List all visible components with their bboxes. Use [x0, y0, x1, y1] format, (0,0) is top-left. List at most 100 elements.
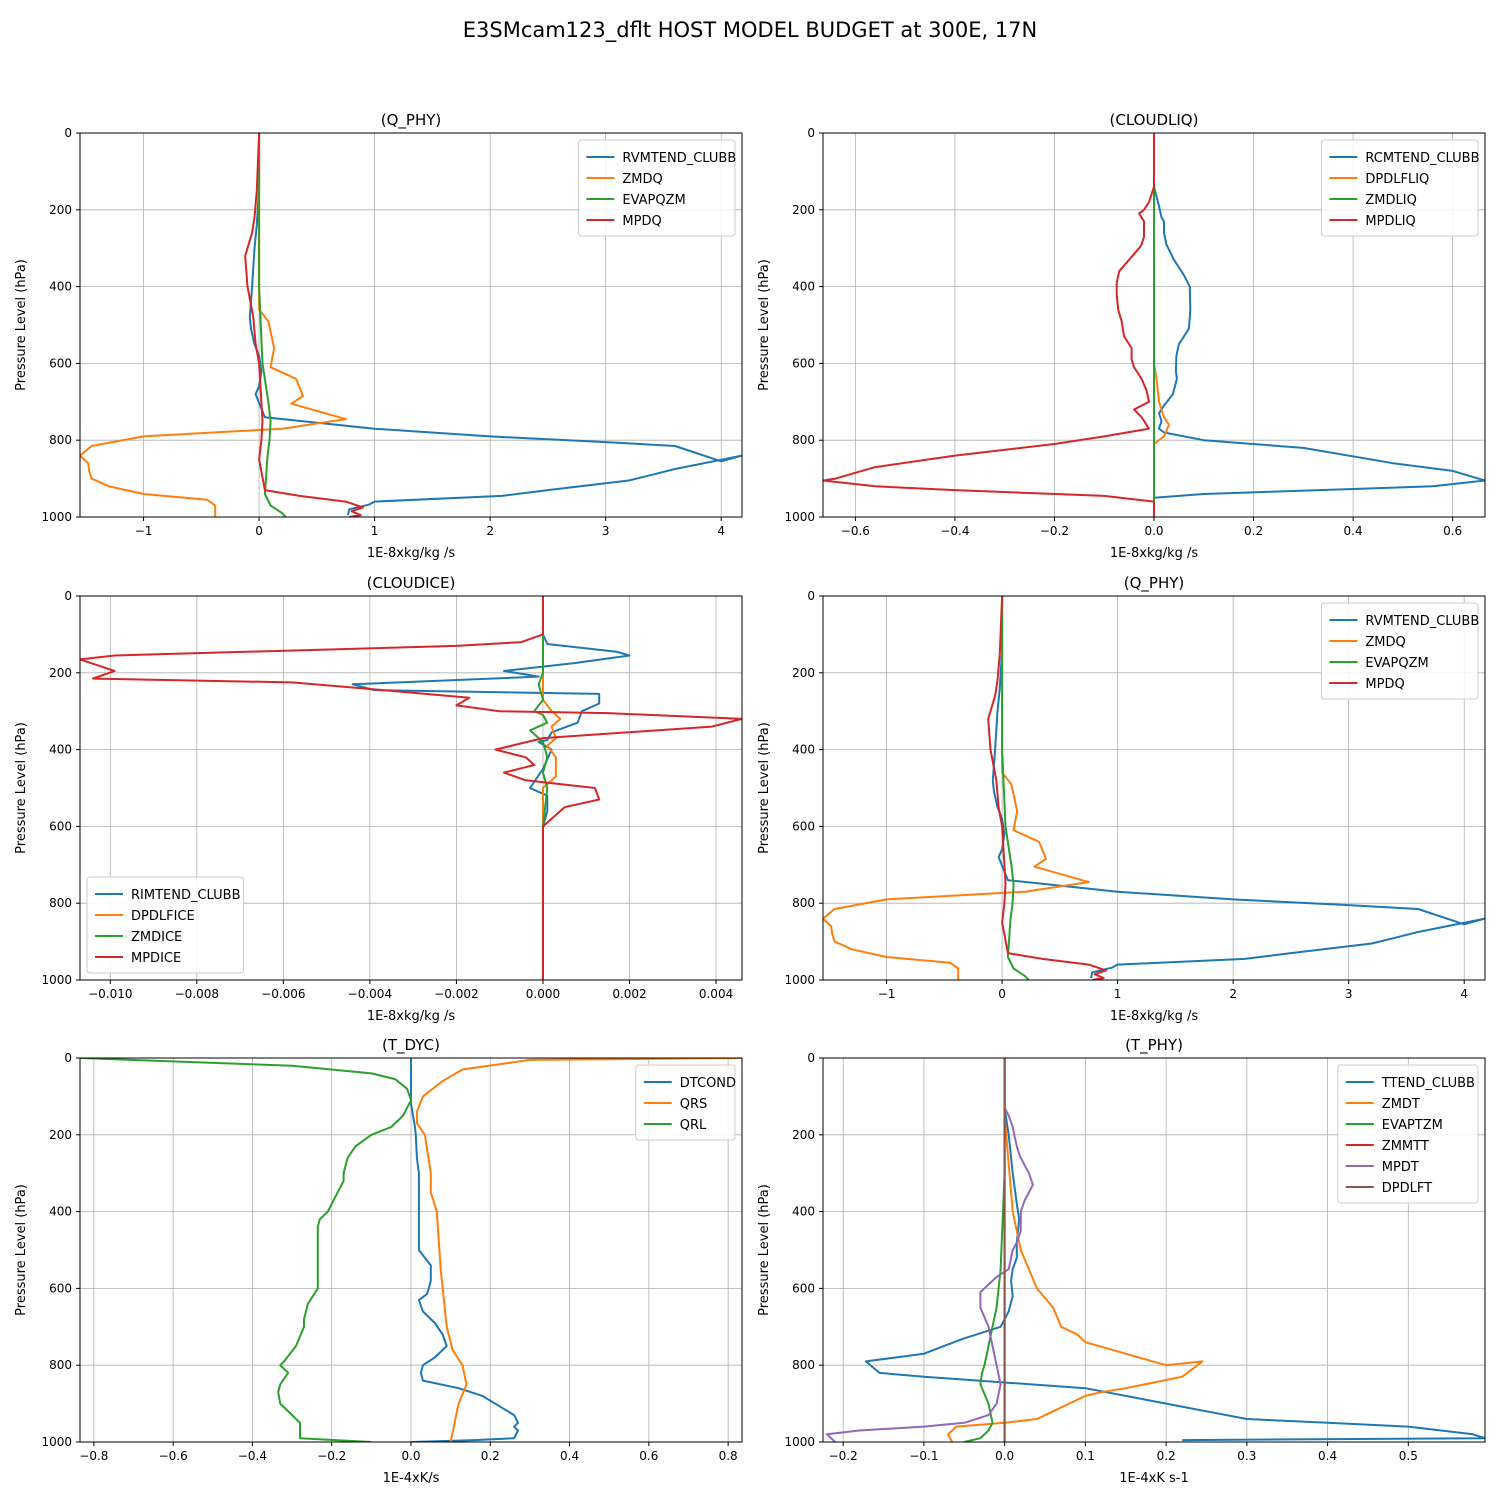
panels: −1 0 1 2 3 402004006008001000(Q_PHY)1E-8xkg/k…	[14, 111, 1486, 1486]
legend: DTCOND QRS QRL	[635, 1064, 736, 1141]
series-line-zmdice	[529, 596, 549, 980]
axes-frame	[79, 132, 743, 518]
y-tick-label: 600	[792, 356, 815, 370]
legend-box	[635, 1064, 736, 1141]
x-axis-label: 1E-4xK/s	[383, 1471, 440, 1486]
y-axis-label: Pressure Level (hPa)	[14, 259, 29, 391]
legend-entry: ZMDQ	[1365, 635, 1405, 650]
series-line-evapqzm	[258, 133, 287, 517]
legend-entry: MPDQ	[622, 214, 661, 229]
y-tick-label: 0	[807, 589, 815, 603]
x-tick-label: 2	[486, 524, 494, 538]
legend: RVMTEND_CLUBB ZMDQ EVAPQZM MPDQ	[1320, 602, 1479, 700]
series-line-qrs	[415, 1058, 742, 1442]
x-tick-label: 0.0	[401, 1449, 420, 1463]
series-line-ttend-clubb	[864, 1058, 1485, 1442]
y-tick-label: 0	[64, 589, 72, 603]
y-tick-label: 200	[792, 666, 815, 680]
x-tick-label: −0.1	[909, 1449, 938, 1463]
x-tick-label: 0.1	[1076, 1449, 1095, 1463]
y-tick-label: 600	[49, 819, 72, 833]
series-line-qrl	[80, 1058, 412, 1442]
y-axis-label: Pressure Level (hPa)	[14, 1184, 29, 1316]
y-tick-label: 800	[49, 896, 72, 910]
y-tick-label: 0	[807, 126, 815, 140]
y-tick-label: 400	[49, 280, 72, 294]
series-line-mpdq	[244, 133, 365, 517]
x-tick-label: 0.000	[526, 987, 560, 1001]
legend: RCMTEND_CLUBB DPDLFLIQ ZMDLIQ MPDLIQ	[1320, 139, 1479, 237]
y-tick-label: 1000	[784, 973, 815, 987]
series-line-zmdq	[80, 133, 347, 517]
y-tick-label: 800	[792, 433, 815, 447]
legend-entry: RVMTEND_CLUBB	[1365, 614, 1479, 629]
legend-entry: MPDICE	[131, 951, 181, 966]
chart-title: (T_PHY)	[1125, 1036, 1183, 1055]
y-tick-label: 1000	[41, 973, 72, 987]
x-tick-label: 0.002	[612, 987, 646, 1001]
legend-entry: ZMDICE	[131, 930, 182, 945]
legend-entry: EVAPTZM	[1382, 1118, 1443, 1133]
series-lines	[80, 596, 742, 980]
legend-entry: RCMTEND_CLUBB	[1365, 151, 1479, 166]
x-tick-label: 0.4	[560, 1449, 579, 1463]
y-tick-label: 600	[792, 1281, 815, 1295]
x-tick-label: 3	[602, 524, 610, 538]
x-tick-label: 0.6	[1443, 524, 1462, 538]
chart-panel-3: −0.010 −0.008 −0.006 −0.004 −0.002 0.000 0.002…	[14, 574, 743, 1024]
x-tick-label: 0.6	[639, 1449, 658, 1463]
x-tick-label: −0.002	[434, 987, 478, 1001]
legend-entry: ZMMTT	[1382, 1139, 1429, 1154]
y-tick-label: 800	[792, 1358, 815, 1372]
y-tick-label: 400	[792, 1205, 815, 1219]
y-tick-label: 0	[64, 1051, 72, 1065]
legend-entry: EVAPQZM	[1365, 656, 1428, 671]
legend-box	[1320, 602, 1479, 700]
legend-entry: DPDLFICE	[131, 909, 195, 924]
chart-title: (T_DYC)	[382, 1036, 440, 1055]
x-tick-label: 0.0	[995, 1449, 1014, 1463]
y-tick-label: 400	[792, 743, 815, 757]
legend: RVMTEND_CLUBB ZMDQ EVAPQZM MPDQ	[577, 139, 736, 237]
x-tick-label: 0.2	[1157, 1449, 1176, 1463]
series-lines	[823, 133, 1485, 517]
legend-entry: QRS	[680, 1097, 708, 1112]
series-line-zmdq	[823, 596, 1090, 980]
series-lines	[80, 1058, 742, 1442]
y-tick-label: 1000	[41, 510, 72, 524]
x-tick-label: 4	[1460, 987, 1468, 1001]
chart-panel-6: −0.2 −0.1 0.0 0.1 0.2 0.3 0.4 0.5 0 200 400 600 800 1…	[757, 1036, 1486, 1486]
x-tick-label: 0.4	[1318, 1449, 1337, 1463]
legend-entry: RIMTEND_CLUBB	[131, 888, 241, 903]
series-line-mpdt	[826, 1107, 1034, 1442]
legend: TTEND_CLUBB ZMDT EVAPTZM ZMMTT MPDT DPDLFT	[1337, 1064, 1479, 1204]
legend-entry: ZMDLIQ	[1365, 193, 1416, 208]
legend-entry: TTEND_CLUBB	[1381, 1076, 1475, 1091]
y-axis-label: Pressure Level (hPa)	[757, 259, 772, 391]
x-tick-label: 0.004	[699, 987, 733, 1001]
chart-title: (Q_PHY)	[1124, 574, 1185, 593]
y-tick-label: 600	[49, 1281, 72, 1295]
x-tick-label: −0.004	[348, 987, 392, 1001]
series-line-zmdt	[947, 1058, 1204, 1442]
y-tick-label: 800	[49, 433, 72, 447]
y-axis-label: Pressure Level (hPa)	[757, 1184, 772, 1316]
chart-title: (Q_PHY)	[381, 111, 442, 130]
x-tick-label: 0.5	[1399, 1449, 1418, 1463]
x-tick-label: 0.3	[1237, 1449, 1256, 1463]
y-tick-label: 200	[792, 203, 815, 217]
x-tick-label: −0.6	[159, 1449, 188, 1463]
x-tick-label: −0.2	[829, 1449, 858, 1463]
axes-frame	[822, 595, 1486, 981]
x-tick-label: −1	[878, 987, 896, 1001]
y-tick-label: 200	[792, 1128, 815, 1142]
x-tick-label: −0.6	[841, 524, 870, 538]
y-tick-label: 400	[792, 280, 815, 294]
chart-panel-5: −0.8 −0.6 −0.4 −0.2 0.0 0.2 0.4 0.6 0.8 0 200 400 60…	[14, 1036, 743, 1486]
y-tick-label: 600	[792, 819, 815, 833]
legend-box	[1320, 139, 1479, 237]
x-axis-label: 1E-8xkg/kg /s	[1110, 546, 1199, 561]
figure-title: E3SMcam123_dflt HOST MODEL BUDGET at 300…	[463, 18, 1038, 43]
chart-title: (CLOUDICE)	[367, 574, 456, 592]
